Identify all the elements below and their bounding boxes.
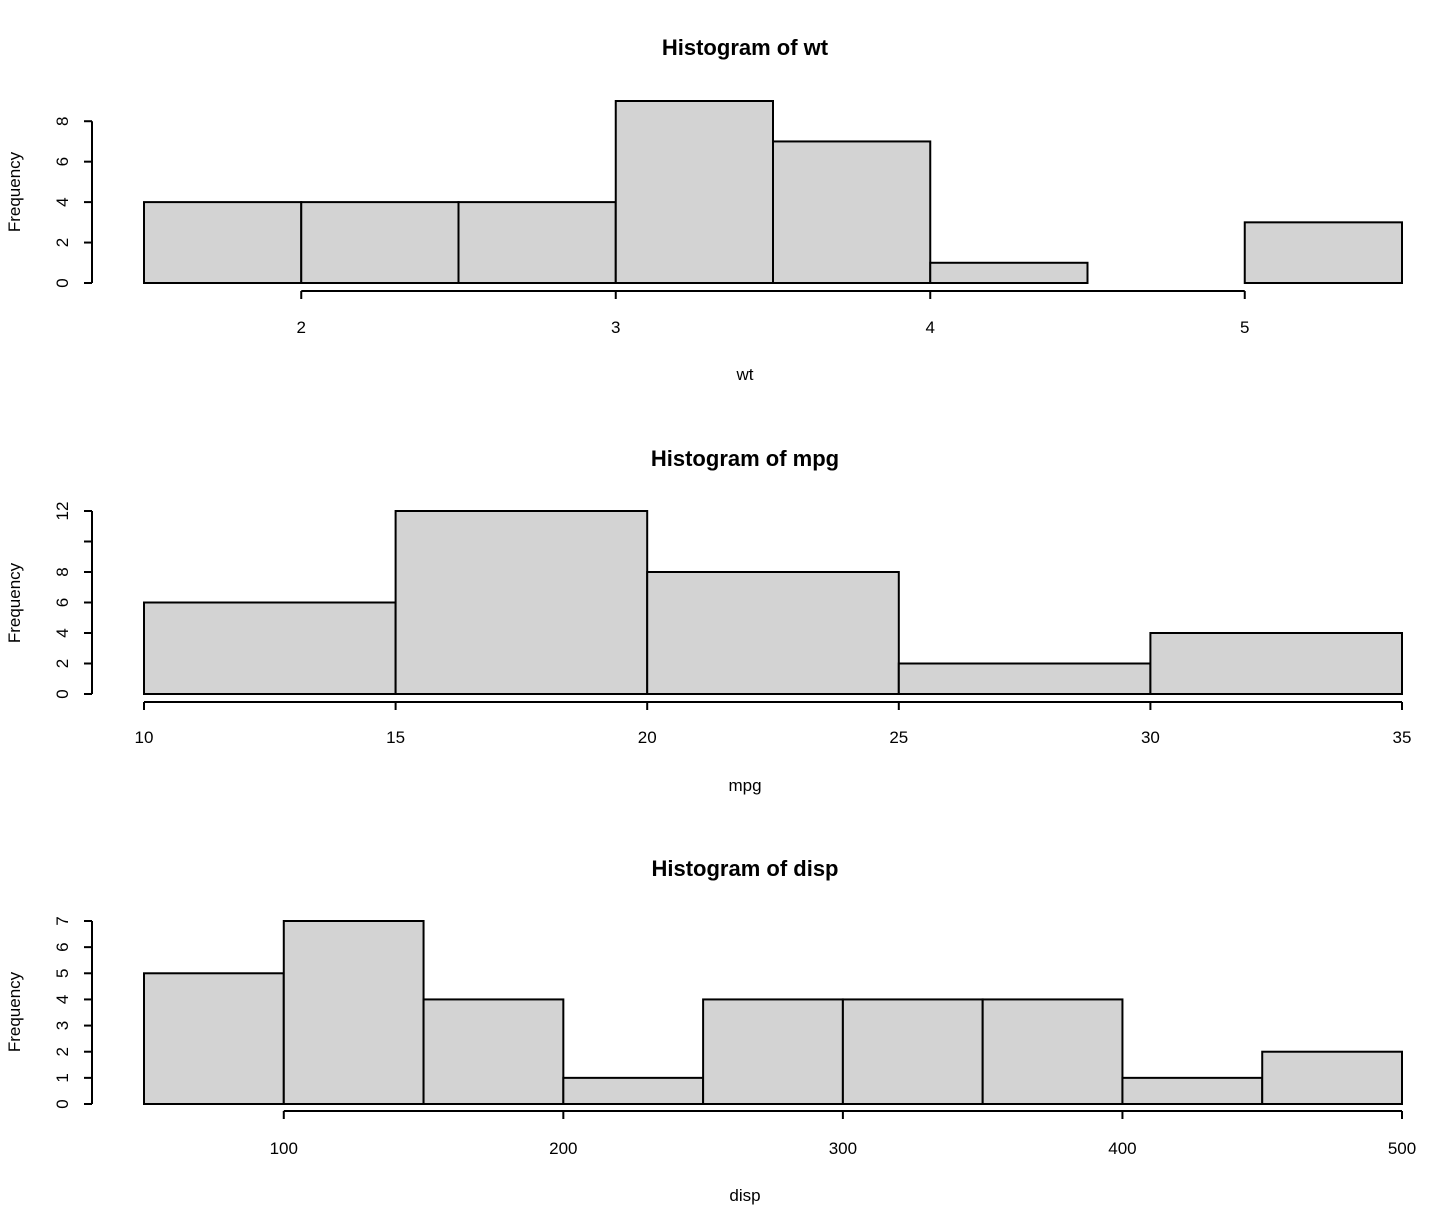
chart-title: Histogram of mpg: [651, 446, 839, 471]
y-tick-label: 7: [53, 916, 72, 925]
x-tick-label: 30: [1141, 728, 1160, 747]
histogram-bar: [1121, 1076, 1264, 1106]
x-tick-label: 4: [926, 318, 935, 337]
histogram-bar: [422, 998, 565, 1106]
histogram-panel-mpg: Histogram of mpg mpg Frequency 0 2 4 6 8 12 10…: [5, 446, 1411, 795]
y-tick-label: 0: [53, 1099, 72, 1108]
x-tick-label: 500: [1388, 1139, 1416, 1158]
x-tick-label: 10: [135, 728, 154, 747]
histogram-bar: [1149, 632, 1404, 695]
histogram-bar: [929, 261, 1089, 284]
histogram-bar: [981, 998, 1124, 1106]
y-tick-label: 6: [53, 942, 72, 951]
y-tick-label: 3: [53, 1021, 72, 1030]
y-tick-label: 1: [53, 1073, 72, 1082]
histogram-bar: [143, 972, 285, 1105]
y-tick-label: 6: [53, 157, 72, 166]
x-tick-label: 200: [549, 1139, 577, 1158]
x-tick-label: 35: [1393, 728, 1412, 747]
y-tick-label: 0: [53, 689, 72, 698]
histogram-bar: [457, 201, 617, 284]
histogram-bar: [772, 140, 932, 284]
y-axis-label: Frequency: [5, 151, 24, 232]
x-axis-label: wt: [736, 365, 754, 384]
x-tick-label: 20: [638, 728, 657, 747]
x-axis-label: disp: [729, 1186, 760, 1205]
y-tick-label: 2: [53, 238, 72, 247]
y-tick-label: 12: [53, 502, 72, 521]
y-tick-label: 8: [53, 567, 72, 576]
y-axis-label: Frequency: [5, 562, 24, 643]
x-tick-label: 15: [386, 728, 405, 747]
histogram-bar: [1261, 1050, 1403, 1105]
x-tick-label: 400: [1108, 1139, 1136, 1158]
x-tick-label: 5: [1240, 318, 1249, 337]
chart-title: Histogram of disp: [651, 856, 838, 881]
histogram-bar: [562, 1076, 705, 1106]
histogram-bar: [646, 571, 900, 695]
histogram-bar: [614, 100, 774, 284]
histogram-bar: [702, 998, 844, 1106]
histogram-bar: [143, 601, 397, 695]
histogram-bar: [300, 201, 460, 284]
y-tick-label: 4: [53, 628, 72, 637]
y-tick-label: 2: [53, 659, 72, 668]
x-tick-label: 3: [611, 318, 620, 337]
y-tick-label: 5: [53, 969, 72, 978]
histogram-bar: [841, 998, 984, 1106]
y-tick-label: 6: [53, 598, 72, 607]
histogram-panel-wt: Histogram of wt wt Frequency 0 2 4 6 8 2 3 4 5: [5, 35, 1403, 384]
histogram-bar: [897, 662, 1152, 695]
y-tick-label: 4: [53, 995, 72, 1004]
y-axis-label: Frequency: [5, 971, 24, 1052]
histogram-bar: [1243, 221, 1403, 284]
histogram-panel-disp: Histogram of disp disp Frequency 0 1 2 3 4 5 6…: [5, 856, 1416, 1205]
histogram-bar: [394, 510, 649, 695]
histogram-bar: [143, 201, 303, 284]
x-tick-label: 2: [297, 318, 306, 337]
y-tick-label: 8: [53, 116, 72, 125]
x-tick-label: 300: [829, 1139, 857, 1158]
x-axis-label: mpg: [728, 776, 761, 795]
x-tick-label: 100: [270, 1139, 298, 1158]
y-tick-label: 4: [53, 197, 72, 206]
x-tick-label: 25: [889, 728, 908, 747]
y-tick-label: 2: [53, 1047, 72, 1056]
y-tick-label: 0: [53, 278, 72, 287]
chart-title: Histogram of wt: [662, 35, 829, 60]
histogram-bar: [282, 920, 425, 1105]
